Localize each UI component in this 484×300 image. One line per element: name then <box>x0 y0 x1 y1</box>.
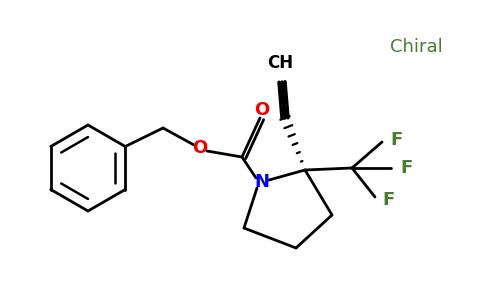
Text: Chiral: Chiral <box>390 38 443 56</box>
Text: CH: CH <box>267 54 293 72</box>
Text: O: O <box>255 101 270 119</box>
Text: N: N <box>255 173 270 191</box>
Text: F: F <box>382 191 394 209</box>
Text: F: F <box>400 159 412 177</box>
Text: O: O <box>192 139 208 157</box>
Text: F: F <box>390 131 402 149</box>
